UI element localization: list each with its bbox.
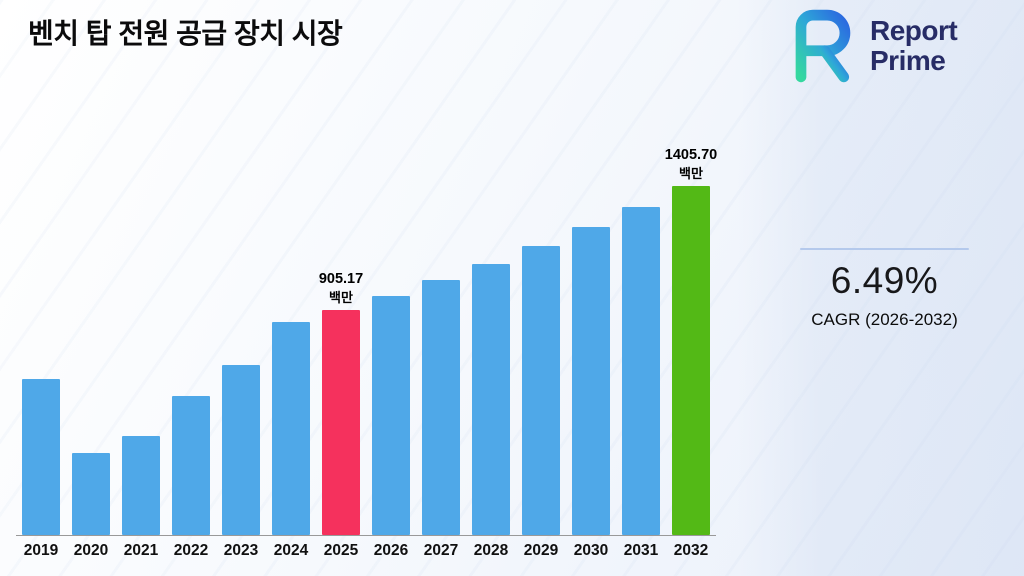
report-prime-logo: Report Prime <box>782 8 958 84</box>
bar-2032 <box>672 186 710 535</box>
divider-line <box>800 248 969 250</box>
x-label-2028: 2028 <box>473 542 509 559</box>
x-label-2023: 2023 <box>223 542 259 559</box>
bar-2025 <box>322 310 360 535</box>
cagr-value: 6.49% <box>830 260 939 301</box>
chart-column-2028 <box>466 263 516 535</box>
bar-2020 <box>72 453 110 535</box>
x-label-2022: 2022 <box>173 542 209 559</box>
x-label-2021: 2021 <box>123 542 159 559</box>
chart-column-2029 <box>516 246 566 535</box>
chart-column-2024 <box>266 322 316 535</box>
x-label-2029: 2029 <box>523 542 559 559</box>
chart-column-2023 <box>216 364 266 535</box>
chart-column-2031 <box>616 207 666 535</box>
bar-2029 <box>522 246 560 535</box>
bar-chart: 905.17 백만 1405.70 백만 2019 2020 2021 2022 2023 20… <box>16 147 717 560</box>
chart-column-2027 <box>416 280 466 535</box>
page-title: 벤치 탑 전원 공급 장치 시장 <box>28 18 343 49</box>
x-label-2031: 2031 <box>623 542 659 559</box>
x-label-2024: 2024 <box>273 542 309 559</box>
chart-column-2026 <box>366 295 416 535</box>
chart-x-labels: 2019 2020 2021 2022 2023 2024 2025 2026 2027 2028… <box>16 536 716 560</box>
chart-column-2030 <box>566 227 616 535</box>
chart-column-2025: 905.17 백만 <box>316 271 366 535</box>
chart-column-2021 <box>116 435 166 535</box>
bar-2026 <box>372 295 410 535</box>
bar-2030 <box>572 227 610 535</box>
bar-2031 <box>622 207 660 535</box>
x-label-2030: 2030 <box>573 542 609 559</box>
x-label-2025: 2025 <box>323 542 359 559</box>
bar-annotation-2025: 905.17 백만 <box>318 271 364 306</box>
logo-text: Report Prime <box>870 14 958 76</box>
cagr-panel: 6.49% CAGR (2026-2032) <box>792 248 977 330</box>
x-label-2026: 2026 <box>373 542 409 559</box>
chart-column-2032: 1405.70 백만 <box>664 147 718 535</box>
logo-text-prime: Prime <box>870 45 946 76</box>
bar-annotation-2032: 1405.70 백만 <box>664 147 718 181</box>
x-label-2020: 2020 <box>73 542 109 559</box>
report-prime-logo-icon <box>795 9 851 83</box>
bar-2023 <box>222 364 260 535</box>
x-label-2027: 2027 <box>423 542 459 559</box>
chart-plot: 905.17 백만 1405.70 백만 <box>16 147 717 536</box>
chart-column-2020 <box>66 453 116 535</box>
x-label-2019: 2019 <box>23 542 59 559</box>
cagr-label: CAGR (2026-2032) <box>811 310 958 329</box>
bar-2024 <box>272 322 310 535</box>
bar-2019 <box>22 378 60 535</box>
logo-text-report: Report <box>870 14 958 46</box>
chart-column-2022 <box>166 396 216 535</box>
chart-column-2019 <box>16 378 66 535</box>
x-label-2032: 2032 <box>673 542 709 559</box>
bar-2027 <box>422 280 460 535</box>
bar-2028 <box>472 263 510 535</box>
bar-2022 <box>172 396 210 535</box>
bar-2021 <box>122 435 160 535</box>
